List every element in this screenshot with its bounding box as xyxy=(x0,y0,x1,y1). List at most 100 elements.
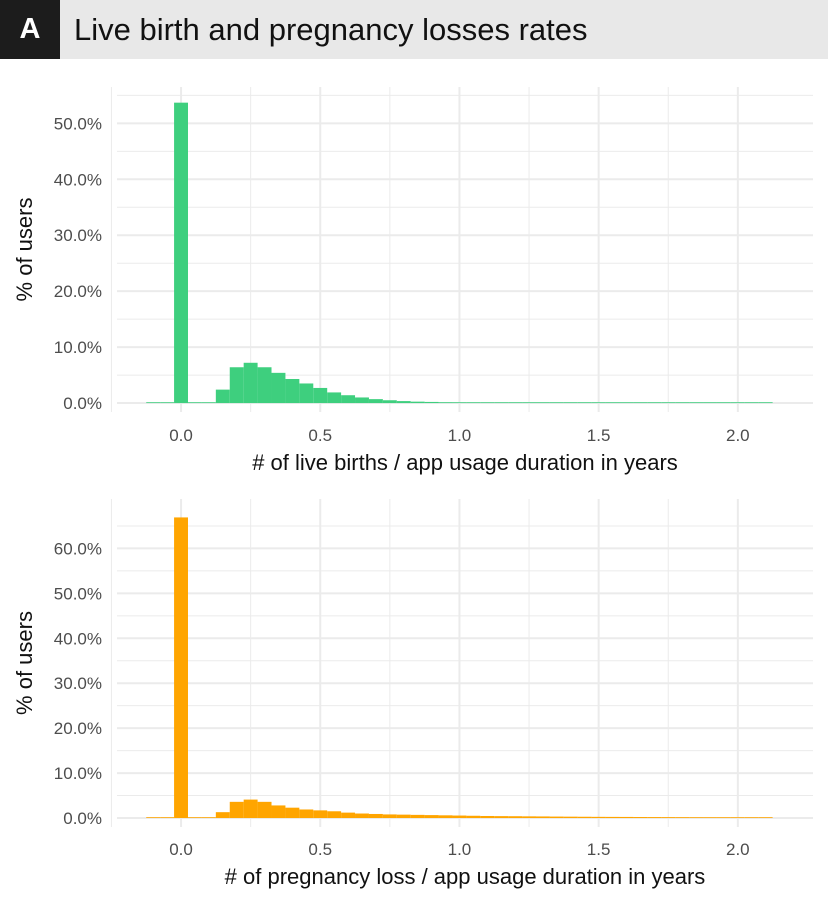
pregnancy-loss-bar xyxy=(355,813,369,819)
live-births-bar xyxy=(285,378,300,404)
live-births-bar xyxy=(675,402,690,404)
live-births-bar xyxy=(160,402,175,404)
live-births-bar xyxy=(591,402,606,404)
pregnancy-loss-x-tick-label: 0.5 xyxy=(308,840,332,859)
live-births-bar xyxy=(410,401,425,404)
live-births-bar xyxy=(424,401,439,404)
live-births-bar xyxy=(243,362,258,404)
live-births-x-axis-title: # of live births / app usage duration in… xyxy=(252,450,678,475)
pregnancy-loss-bar xyxy=(508,816,523,819)
pregnancy-loss-bar xyxy=(591,816,606,819)
live-births-bar xyxy=(535,402,550,404)
pregnancy-loss-bar xyxy=(703,817,717,819)
live-births-y-axis-title: % of users xyxy=(12,198,37,302)
live-births-bar xyxy=(466,402,481,404)
pregnancy-loss-bar xyxy=(619,816,634,819)
pregnancy-loss-bar xyxy=(577,816,592,819)
pregnancy-loss-bar xyxy=(215,812,230,819)
pregnancy-loss-bar xyxy=(285,807,300,819)
live-births-bar xyxy=(146,402,161,404)
live-births-bar xyxy=(257,367,272,404)
pregnancy-loss-x-tick-label: 0.0 xyxy=(169,840,193,859)
live-births-y-tick-label: 30.0% xyxy=(54,226,102,245)
pregnancy-loss-bar xyxy=(424,815,439,819)
live-births-bar xyxy=(313,387,328,404)
panel-title: Live birth and pregnancy losses rates xyxy=(74,12,588,47)
pregnancy-loss-bar xyxy=(633,817,648,819)
live-births-bar xyxy=(549,402,564,404)
live-births-bar xyxy=(647,402,662,404)
pregnancy-loss-bar xyxy=(229,801,244,819)
pregnancy-loss-y-tick-label: 40.0% xyxy=(54,629,102,648)
live-births-bar xyxy=(438,402,453,404)
live-births-bar xyxy=(494,402,509,404)
live-births-bar xyxy=(703,402,717,404)
pregnancy-loss-bar xyxy=(299,809,314,819)
live-births-y-tick-label: 0.0% xyxy=(63,394,102,413)
live-births-bar xyxy=(355,397,369,404)
live-births-y-tick-label: 20.0% xyxy=(54,282,102,301)
pregnancy-loss-x-tick-label: 1.5 xyxy=(587,840,611,859)
pregnancy-loss-bar xyxy=(201,817,216,819)
live-births-bar xyxy=(744,402,759,404)
pregnancy-loss-y-axis-title: % of users xyxy=(12,611,37,715)
pregnancy-loss-bar xyxy=(480,815,495,819)
live-births-bar xyxy=(341,395,356,404)
pregnancy-loss-bar xyxy=(146,817,161,819)
pregnancy-loss-bar xyxy=(549,816,564,819)
pregnancy-loss-bar xyxy=(535,816,550,819)
live-births-bar xyxy=(368,399,383,404)
pregnancy-loss-y-tick-label: 30.0% xyxy=(54,674,102,693)
live-births-bar xyxy=(758,402,773,404)
pregnancy-loss-bar xyxy=(563,816,578,819)
live-births-x-tick-label: 2.0 xyxy=(726,426,750,445)
pregnancy-loss-y-tick-label: 60.0% xyxy=(54,539,102,558)
pregnancy-loss-bar xyxy=(466,815,481,819)
live-births-bar xyxy=(327,392,342,404)
pregnancy-loss-bar xyxy=(438,815,453,819)
live-births-bar xyxy=(716,402,731,404)
pregnancy-loss-x-tick-label: 2.0 xyxy=(726,840,750,859)
pregnancy-loss-bar xyxy=(689,817,704,819)
pregnancy-loss-bar xyxy=(187,817,202,819)
pregnancy-loss-y-tick-label: 50.0% xyxy=(54,584,102,603)
pregnancy-loss-bar xyxy=(243,799,258,819)
pregnancy-loss-bar xyxy=(257,801,272,819)
live-births-bar xyxy=(661,402,676,404)
live-births-x-tick-label: 0.5 xyxy=(308,426,332,445)
pregnancy-loss-bar xyxy=(647,817,662,819)
pregnancy-loss-bar xyxy=(730,817,745,819)
pregnancy-loss-bar xyxy=(661,817,676,819)
pregnancy-loss-bar xyxy=(716,817,731,819)
live-births-bar xyxy=(382,400,397,404)
pregnancy-loss-bar xyxy=(522,816,536,819)
live-births-bar xyxy=(215,389,230,404)
live-births-y-tick-label: 10.0% xyxy=(54,338,102,357)
live-births-x-tick-label: 1.0 xyxy=(448,426,472,445)
pregnancy-loss-y-tick-label: 0.0% xyxy=(63,809,102,828)
pregnancy-loss-bar xyxy=(327,811,342,819)
live-births-bar xyxy=(201,402,216,404)
live-births-x-tick-label: 1.5 xyxy=(587,426,611,445)
live-births-bar xyxy=(271,372,286,404)
pregnancy-loss-y-tick-label: 20.0% xyxy=(54,719,102,738)
live-births-bar xyxy=(396,401,411,404)
live-births-bar xyxy=(480,402,495,404)
pregnancy-loss-bar xyxy=(744,817,759,819)
pregnancy-loss-bar xyxy=(313,810,328,819)
pregnancy-loss-bar xyxy=(758,817,773,819)
live-births-bar xyxy=(563,402,578,404)
live-births-bar xyxy=(299,383,314,404)
pregnancy-loss-bar xyxy=(368,813,383,819)
live-births-bar xyxy=(689,402,704,404)
pregnancy-loss-bar xyxy=(396,814,411,819)
live-births-bar xyxy=(522,402,536,404)
pregnancy-loss-bar xyxy=(452,815,467,819)
live-births-bar xyxy=(174,102,188,404)
panel-label: A xyxy=(0,0,60,59)
live-births-bar xyxy=(730,402,745,404)
pregnancy-loss-bar xyxy=(341,812,356,819)
pregnancy-loss-bar xyxy=(382,814,397,819)
